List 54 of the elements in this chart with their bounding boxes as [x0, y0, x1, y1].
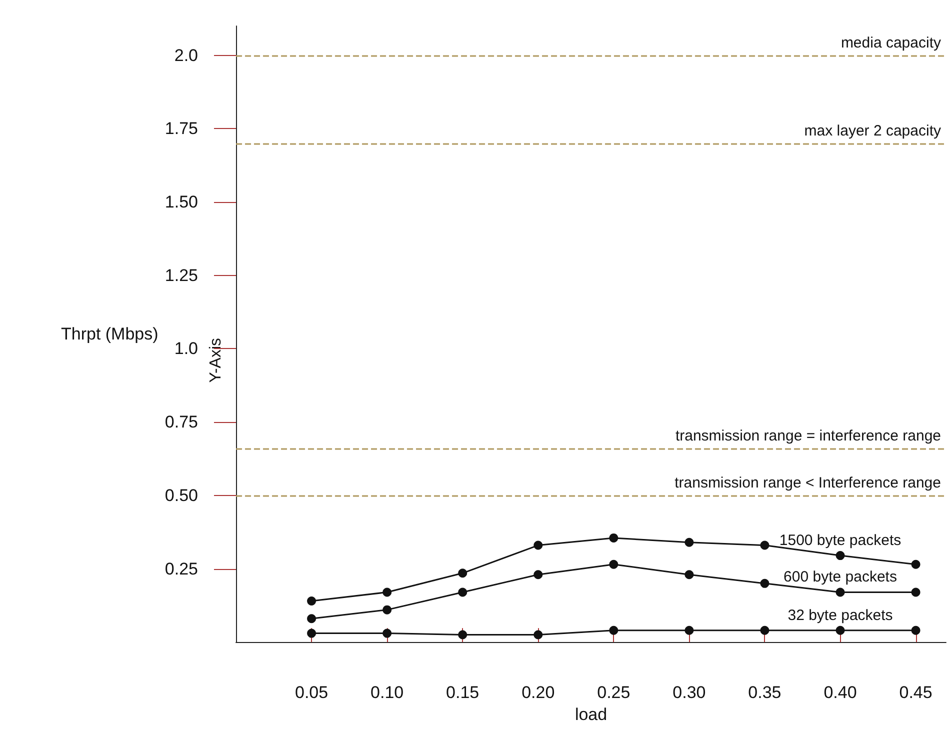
point [458, 568, 468, 578]
point [609, 533, 618, 542]
point [382, 605, 392, 614]
point [307, 628, 316, 638]
x-tick-label: 0.05 [294, 683, 328, 702]
point [836, 588, 845, 597]
ref-line-label: transmission range = interference range [675, 427, 941, 444]
text: Y-Axis [208, 338, 224, 383]
point [534, 630, 543, 640]
x-tick-label: 0.45 [899, 683, 932, 702]
x-tick-label: 0.15 [446, 683, 480, 702]
y-tick-label: 1.50 [164, 192, 198, 212]
x-tick-label: 0.25 [597, 683, 630, 702]
y-tick-label: 0.50 [164, 486, 198, 505]
point [836, 626, 845, 635]
x-tick-label: 0.40 [824, 683, 857, 702]
point [684, 626, 694, 635]
ref-line-label: transmission range < Interference range [674, 474, 941, 492]
point [684, 570, 694, 580]
point [458, 630, 468, 640]
y-tick-label: 1.25 [164, 266, 198, 285]
y-tick-label: 0.25 [164, 559, 198, 578]
point [760, 578, 770, 588]
point [609, 560, 618, 569]
point [836, 551, 845, 560]
point [534, 540, 543, 550]
point [307, 596, 316, 606]
ref-line-label: media capacity [840, 34, 942, 52]
y-tick-label: 0.75 [164, 412, 198, 432]
x-tick-label: 0.10 [370, 683, 404, 702]
point [307, 614, 316, 624]
y-tick-label: 1.75 [164, 119, 198, 138]
x-axis-title: load [574, 705, 608, 724]
point [609, 626, 618, 635]
point [760, 540, 770, 550]
point [534, 570, 543, 580]
ref-line-label: max layer 2 capacity [804, 122, 942, 140]
series-label: 600 byte packets [784, 568, 897, 586]
y-tick-label: 2.0 [174, 46, 198, 65]
y-axis-title: Thrpt (Mbps) [61, 324, 158, 344]
x-tick-label: 0.30 [672, 683, 706, 702]
point [684, 538, 694, 547]
point [911, 588, 920, 597]
point [911, 560, 920, 569]
point [382, 628, 392, 638]
y-tick-label: 1.0 [174, 339, 198, 358]
x-tick-label: 0.20 [522, 683, 555, 702]
x-tick-label: 0.35 [748, 683, 782, 702]
point [911, 626, 920, 635]
series-label: 32 byte packets [788, 606, 893, 624]
point [760, 626, 770, 635]
point [458, 588, 468, 597]
series-label: 1500 byte packets [779, 532, 902, 550]
point [382, 588, 392, 597]
